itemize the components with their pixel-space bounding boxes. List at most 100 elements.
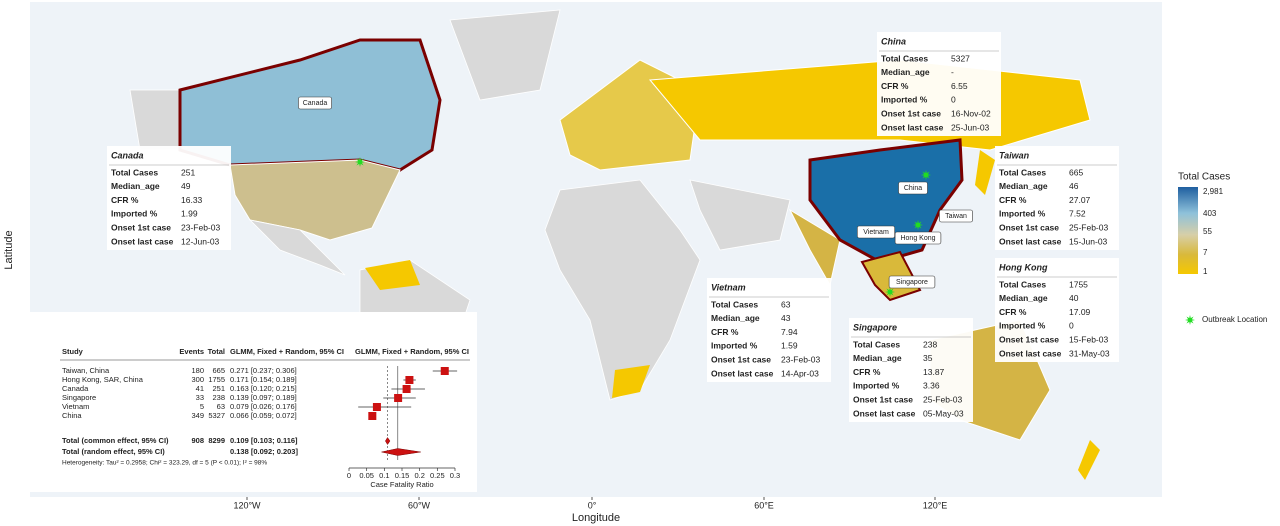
info-field: Onset 1st case (711, 354, 771, 364)
info-value: 6.55 (951, 81, 968, 91)
info-value: 665 (1069, 167, 1083, 177)
info-field: Onset 1st case (999, 222, 1059, 232)
outbreak-marker (885, 287, 895, 297)
info-field: Onset 1st case (853, 394, 913, 404)
map-label-box (856, 225, 895, 239)
legend-bar (1178, 187, 1198, 274)
ci: 0.066 [0.059; 0.072] (230, 411, 297, 420)
info-field: CFR % (853, 367, 881, 377)
info-value: 17.09 (1069, 307, 1091, 317)
total: 665 (212, 366, 225, 375)
estimate (405, 376, 414, 384)
info-field: Total Cases (853, 339, 900, 349)
study: Singapore (62, 393, 96, 402)
info-value: 23-Feb-03 (781, 354, 820, 364)
info-value: 40 (1069, 293, 1079, 303)
x-tick-label: 60°E (754, 500, 774, 510)
info-field: CFR % (999, 307, 1027, 317)
info-value: 13.87 (923, 367, 945, 377)
info-field: Total Cases (711, 299, 758, 309)
random-ci: 0.138 [0.092; 0.203] (230, 447, 298, 456)
info-value: 15-Feb-03 (1069, 334, 1108, 344)
outbreak-marker (1185, 315, 1195, 325)
info-value: 251 (181, 167, 195, 177)
info-title: Taiwan (999, 150, 1030, 160)
info-value: 15-Jun-03 (1069, 236, 1108, 246)
study: Taiwan, China (62, 366, 110, 375)
forest-header: Total (208, 347, 225, 356)
usa (229, 159, 401, 241)
ci: 0.139 [0.097; 0.189] (230, 393, 297, 402)
pooled-diamond (381, 448, 421, 456)
forest-tick-label: 0.05 (359, 471, 374, 480)
venezuela (365, 260, 420, 290)
legend-label: 1 (1203, 267, 1208, 276)
info-value: 7.94 (781, 327, 798, 337)
total: 238 (212, 393, 225, 402)
estimate (402, 385, 411, 393)
events: 33 (196, 393, 204, 402)
map-label: China (904, 185, 922, 192)
info-title: Vietnam (711, 282, 746, 292)
outbreak-marker (355, 157, 365, 167)
info-value: 25-Jun-03 (951, 122, 990, 132)
legend-title: Total Cases (1178, 172, 1230, 183)
mexico (248, 219, 346, 276)
info-box (107, 146, 231, 250)
estimate (368, 412, 377, 420)
events: 349 (191, 411, 204, 420)
y-axis-label: Latitude (3, 230, 15, 269)
info-value: 16-Nov-02 (951, 108, 991, 118)
info-value: 25-Feb-03 (923, 394, 962, 404)
info-value: 16.33 (181, 195, 203, 205)
common-ci: 0.109 [0.103; 0.116] (230, 436, 298, 445)
info-field: Median_age (711, 313, 760, 323)
forest-header: Events (179, 347, 204, 356)
map-label-box (888, 275, 936, 289)
map-label: Canada (303, 100, 328, 107)
study: China (62, 411, 82, 420)
info-field: Total Cases (881, 53, 928, 63)
info-value: 3.36 (923, 381, 940, 391)
x-axis-label: Longitude (572, 512, 620, 524)
ci: 0.271 [0.237; 0.306] (230, 366, 297, 375)
info-value: 12-Jun-03 (181, 236, 220, 246)
info-value: 63 (781, 299, 791, 309)
info-field: CFR % (881, 81, 909, 91)
info-value: 14-Apr-03 (781, 368, 819, 378)
info-value: 43 (781, 313, 791, 323)
x-tick-label: 120°E (923, 500, 948, 510)
x-tick-label: 0° (588, 500, 597, 510)
info-field: Onset last case (711, 368, 774, 378)
info-value: 46 (1069, 181, 1079, 191)
info-field: Median_age (999, 293, 1048, 303)
map-label: Taiwan (945, 213, 967, 220)
info-field: Onset last case (999, 236, 1062, 246)
legend-label: 2,981 (1203, 187, 1224, 196)
estimate (440, 367, 449, 375)
info-field: Imported % (999, 321, 1046, 331)
forest-tick-label: 0.3 (450, 471, 460, 480)
info-box (849, 318, 973, 422)
estimate (394, 394, 403, 402)
new-zealand (1078, 440, 1100, 480)
forest-x-label: Case Fatality Ratio (370, 480, 433, 489)
info-value: 0 (1069, 321, 1074, 331)
info-field: Imported % (711, 341, 758, 351)
info-title: Hong Kong (999, 262, 1048, 272)
total: 251 (212, 384, 225, 393)
forest-tick-label: 0.15 (395, 471, 410, 480)
forest-header: Study (62, 347, 84, 356)
map-label-box (898, 181, 928, 195)
info-field: Median_age (111, 181, 160, 191)
legend-label: 7 (1203, 248, 1208, 257)
pooled-diamond (385, 437, 391, 445)
info-field: Median_age (853, 353, 902, 363)
middle-east (689, 179, 791, 251)
info-field: Onset last case (999, 348, 1062, 358)
info-field: Total Cases (999, 167, 1046, 177)
info-value: 1755 (1069, 279, 1088, 289)
info-field: Onset last case (881, 122, 944, 132)
info-field: CFR % (111, 195, 139, 205)
